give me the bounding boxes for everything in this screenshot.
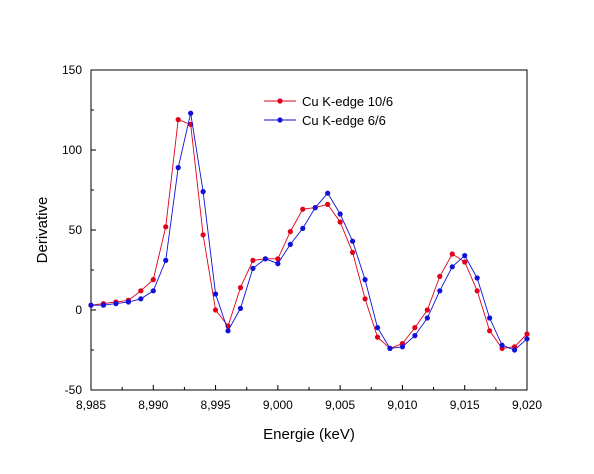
data-point <box>474 275 480 281</box>
data-point <box>100 302 107 308</box>
data-point <box>511 347 518 353</box>
data-point <box>462 253 468 259</box>
data-point <box>138 288 144 294</box>
data-point <box>350 249 356 255</box>
data-point <box>163 257 169 263</box>
data-point <box>325 190 331 196</box>
data-point <box>325 201 331 207</box>
data-point <box>437 288 443 294</box>
legend: Cu K-edge 10/6 Cu K-edge 6/6 <box>264 94 393 128</box>
series-2 <box>88 110 530 353</box>
x-tick-label: 8,995 <box>201 398 231 412</box>
data-point <box>374 325 381 331</box>
data-point <box>200 232 206 238</box>
x-tick-label: 9,020 <box>512 398 542 412</box>
data-point <box>212 307 219 313</box>
data-point <box>424 315 430 321</box>
data-point <box>237 285 244 291</box>
data-point <box>300 206 306 212</box>
y-tick-label: -50 <box>65 383 83 397</box>
data-point <box>374 334 381 340</box>
legend-label: Cu K-edge 6/6 <box>302 113 386 128</box>
data-point <box>412 325 418 331</box>
y-axis-title: Derivative <box>34 197 51 264</box>
data-point <box>262 256 268 262</box>
data-point <box>362 296 368 302</box>
data-point <box>487 315 493 321</box>
data-point <box>138 296 144 302</box>
data-point <box>225 328 231 334</box>
data-point <box>449 251 455 257</box>
data-point <box>399 344 406 350</box>
data-point <box>275 261 281 267</box>
data-point <box>150 277 156 283</box>
data-point <box>412 333 418 339</box>
data-point <box>212 291 219 297</box>
data-point <box>250 257 256 263</box>
x-tick-label: 8,990 <box>138 398 168 412</box>
data-point <box>337 219 343 225</box>
data-point <box>424 307 430 313</box>
data-point <box>287 229 293 235</box>
x-tick-label: 9,010 <box>387 398 417 412</box>
data-point <box>449 264 455 270</box>
series-group <box>88 110 530 353</box>
data-point <box>362 277 368 283</box>
data-point <box>312 205 318 211</box>
data-point <box>188 110 194 116</box>
legend-marker <box>277 117 283 123</box>
data-point <box>275 256 281 262</box>
data-point <box>175 165 181 171</box>
data-point <box>250 265 256 271</box>
data-point <box>125 299 131 305</box>
data-point <box>474 288 480 294</box>
legend-label: Cu K-edge 10/6 <box>302 94 393 109</box>
data-point <box>499 342 505 348</box>
x-tick-label: 9,005 <box>325 398 355 412</box>
data-point <box>350 238 356 244</box>
data-point <box>163 224 169 230</box>
y-tick-label: 150 <box>62 63 82 77</box>
data-point <box>337 211 343 217</box>
axis-ticks: 8,985 8,990 8,995 9,000 9,005 9,010 9,015 9,020… <box>62 63 542 412</box>
x-axis-title: Energie (keV) <box>263 426 355 443</box>
data-point <box>387 345 393 351</box>
legend-marker <box>277 98 283 104</box>
data-point <box>237 305 244 311</box>
data-point <box>524 331 530 337</box>
x-tick-label: 9,015 <box>450 398 480 412</box>
data-point <box>524 336 530 342</box>
y-tick-label: 0 <box>75 303 82 317</box>
data-point <box>487 328 493 334</box>
data-point <box>175 117 181 123</box>
data-point <box>150 288 156 294</box>
y-tick-label: 100 <box>62 143 82 157</box>
x-tick-label: 8,985 <box>76 398 106 412</box>
x-tick-label: 9,000 <box>263 398 293 412</box>
series-line <box>91 113 528 351</box>
data-point <box>88 302 94 308</box>
data-point <box>200 189 206 195</box>
series-1 <box>88 117 530 351</box>
data-point <box>462 259 468 265</box>
data-point <box>113 301 119 307</box>
data-point <box>287 241 293 247</box>
data-point <box>437 273 443 279</box>
y-tick-label: 50 <box>69 223 83 237</box>
series-line <box>90 118 528 349</box>
data-point <box>300 225 306 231</box>
